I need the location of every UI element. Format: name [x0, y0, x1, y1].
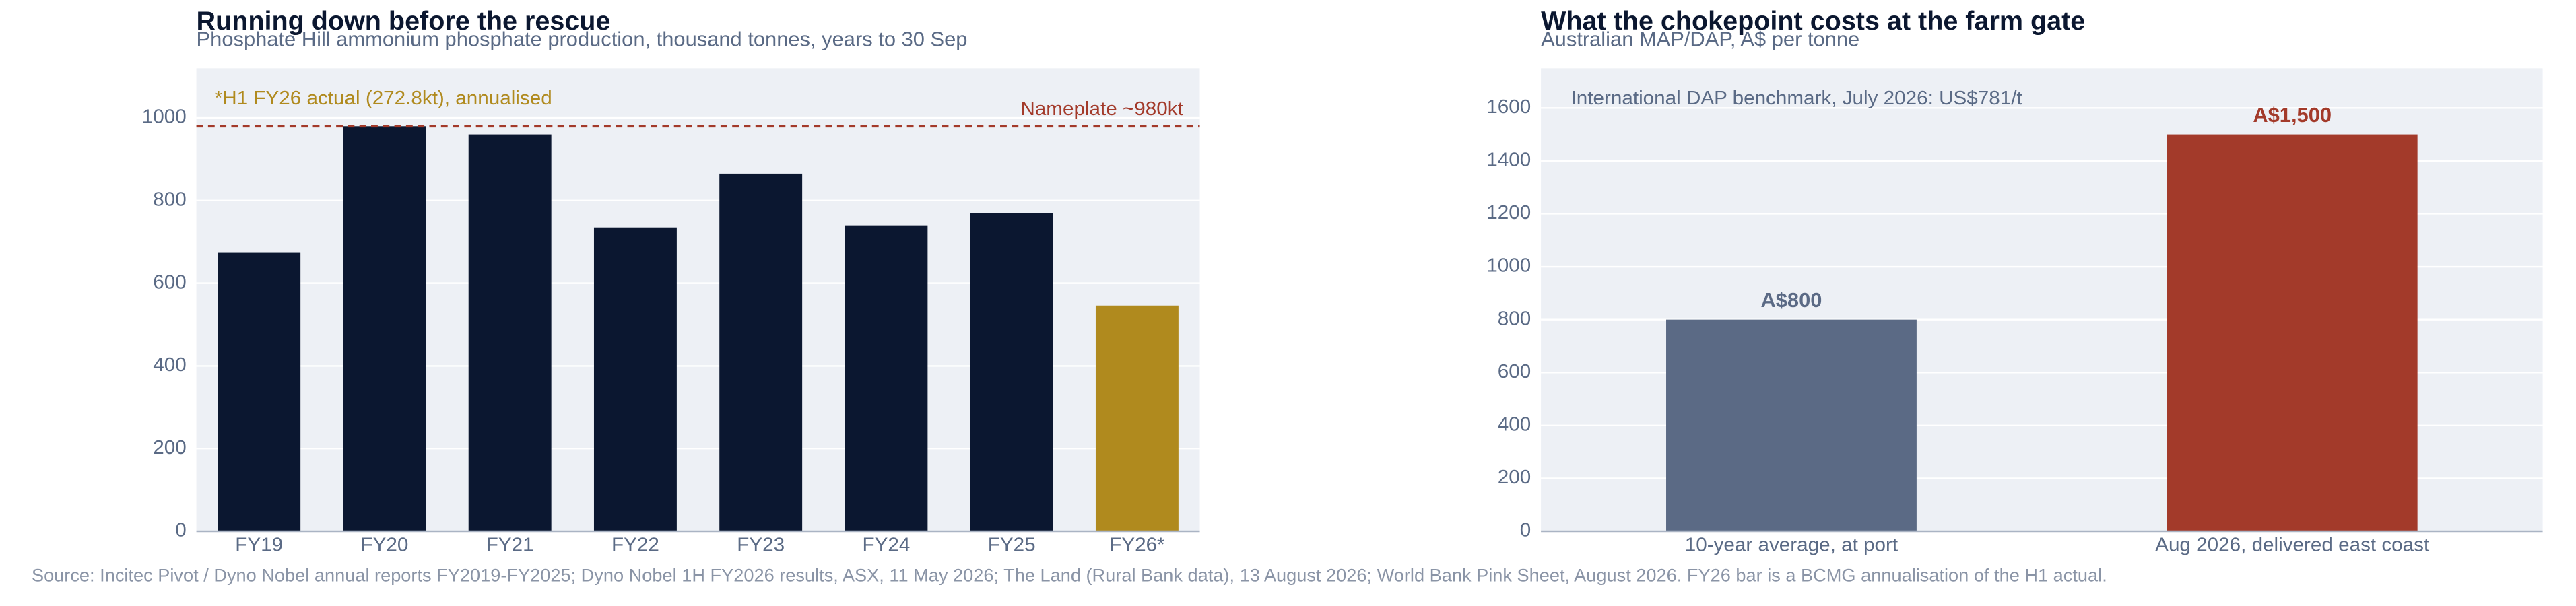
x-tick-label: FY21 — [486, 534, 534, 556]
x-tick-label: FY22 — [612, 534, 659, 556]
y-tick-label: 1600 — [1486, 96, 1531, 118]
chart-subtitle: Australian MAP/DAP, A$ per tonne — [1541, 28, 1859, 51]
y-tick-label: 1000 — [1486, 255, 1531, 277]
x-tick-label: FY24 — [862, 534, 910, 556]
source-note: Source: Incitec Pivot / Dyno Nobel annua… — [32, 566, 2107, 586]
y-tick-label: 0 — [1520, 519, 1531, 541]
bar — [1095, 305, 1179, 532]
value-label: A$1,500 — [2253, 104, 2332, 127]
annotation: International DAP benchmark, July 2026: … — [1571, 87, 2022, 109]
bar — [468, 134, 552, 532]
x-tick-label: Aug 2026, delivered east coast — [2155, 534, 2429, 556]
y-tick-label: 600 — [153, 271, 186, 294]
bar — [719, 173, 803, 532]
x-tick-label: 10-year average, at port — [1685, 534, 1898, 556]
chart-subtitle: Phosphate Hill ammonium phosphate produc… — [197, 28, 968, 51]
y-tick-label: 800 — [153, 189, 186, 211]
y-tick-label: 600 — [1498, 360, 1531, 382]
value-label: A$800 — [1760, 289, 1822, 312]
y-tick-label: 1200 — [1486, 201, 1531, 224]
y-tick-label: 400 — [1498, 413, 1531, 436]
y-tick-label: 400 — [153, 354, 186, 376]
bar — [343, 126, 426, 532]
y-tick-label: 0 — [175, 519, 186, 541]
bar — [218, 252, 301, 532]
x-tick-label: FY19 — [235, 534, 283, 556]
y-tick-label: 200 — [1498, 466, 1531, 488]
bar — [1666, 319, 1917, 532]
bar — [593, 227, 677, 532]
x-tick-label: FY26* — [1109, 534, 1164, 556]
bar — [845, 225, 928, 532]
x-tick-label: FY23 — [737, 534, 785, 556]
reference-label: Nameplate ~980kt — [1020, 98, 1183, 120]
x-tick-label: FY25 — [988, 534, 1036, 556]
annotation: *H1 FY26 actual (272.8kt), annualised — [215, 87, 552, 109]
chart-title: Running down before the rescue — [197, 7, 611, 35]
y-tick-label: 1000 — [142, 106, 187, 128]
y-tick-label: 800 — [1498, 308, 1531, 330]
chart-title: What the chokepoint costs at the farm ga… — [1541, 7, 2085, 35]
bar — [970, 213, 1053, 532]
y-tick-label: 1400 — [1486, 149, 1531, 171]
bar — [2167, 134, 2418, 532]
x-tick-label: FY20 — [361, 534, 409, 556]
y-tick-label: 200 — [153, 436, 186, 459]
